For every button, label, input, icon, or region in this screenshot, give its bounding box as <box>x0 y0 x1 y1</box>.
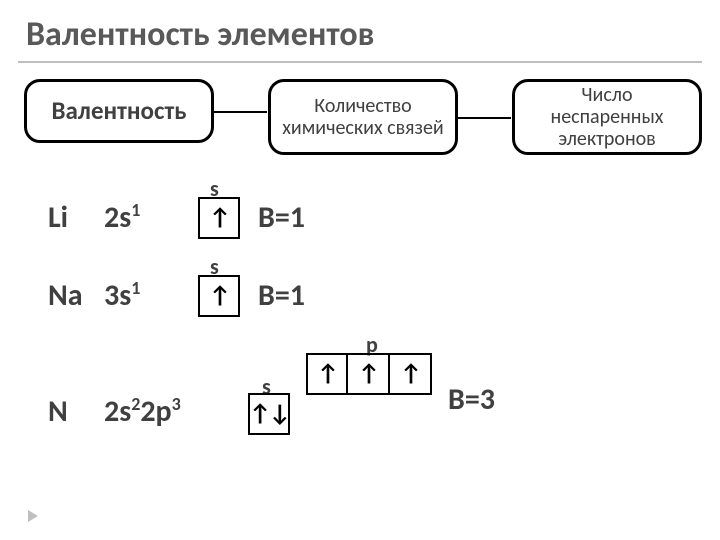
bubble-valence: Валентность <box>24 79 214 143</box>
s-orbital-cell: ↑↓ <box>248 393 290 435</box>
up-arrow-icon: ↑ <box>317 362 337 386</box>
config-main2: 2p <box>140 393 171 430</box>
row-li: Li 2s1 s ↑ В=1 .row:nth-child(1) .sym{le… <box>48 175 720 245</box>
row-n: N 2s22p3 s ↑↓ p ↑ ↑ ↑ В=3 <box>48 331 720 451</box>
electron-config: 2s22p3 <box>104 393 181 430</box>
valence-value: В=1 <box>258 277 305 314</box>
config-sup2: 3 <box>172 393 181 415</box>
bubble-electrons: Число неспаренных электронов <box>512 79 702 155</box>
p-orbital-cell: ↑ <box>390 353 432 395</box>
bubble-bonds: Количество химических связей <box>268 79 458 155</box>
updown-arrow-icon: ↑↓ <box>249 402 288 426</box>
element-rows: Li 2s1 s ↑ В=1 .row:nth-child(1) .sym{le… <box>0 169 720 451</box>
s-orbital-cell: ↑ <box>198 197 240 239</box>
config-main: 3s <box>104 277 131 314</box>
config-sup: 2 <box>131 393 140 415</box>
up-arrow-icon: ↑ <box>209 206 229 230</box>
electron-config: 2s1 <box>104 199 140 236</box>
electron-config: 3s1 <box>104 277 140 314</box>
valence-value: В=3 <box>448 381 495 418</box>
element-symbol: N <box>48 393 68 430</box>
up-arrow-icon: ↑ <box>400 362 420 386</box>
title-divider <box>18 61 702 63</box>
bubble-row: Валентность Количество химических связей… <box>0 79 720 169</box>
config-sup: 1 <box>131 277 140 299</box>
config-sup: 1 <box>131 199 140 221</box>
up-arrow-icon: ↑ <box>358 362 378 386</box>
play-icon <box>28 510 38 522</box>
valence-value: В=1 <box>258 199 305 236</box>
s-orbital-cell: ↑ <box>198 275 240 317</box>
row-na: Na 3s1 s ↑ В=1 <box>48 253 720 323</box>
up-arrow-icon: ↑ <box>209 284 229 308</box>
element-symbol: Li <box>48 199 68 236</box>
p-orbital-cell: ↑ <box>348 353 390 395</box>
element-symbol: Na <box>48 277 83 314</box>
page-title: Валентность элементов <box>0 0 720 61</box>
p-orbital-cell: ↑ <box>306 353 348 395</box>
config-main: 2s <box>104 199 131 236</box>
config-main: 2s <box>104 393 131 430</box>
